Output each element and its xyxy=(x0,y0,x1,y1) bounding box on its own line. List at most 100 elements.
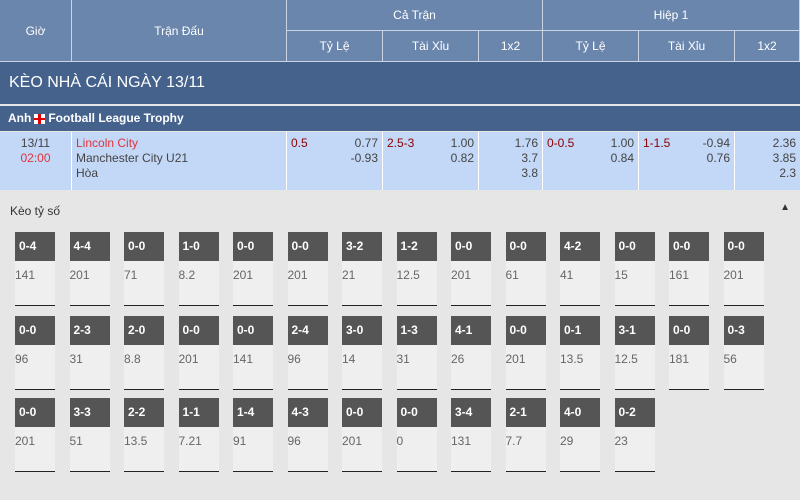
correct-score-label: Kèo tỷ số xyxy=(10,204,61,218)
score-label: 0-0 xyxy=(614,232,655,261)
header-h1-tai-xiu: Tài Xỉu xyxy=(639,31,735,62)
score-label: 0-2 xyxy=(614,398,655,427)
score-label: 3-2 xyxy=(342,232,382,261)
score-cell[interactable]: 0-0 201 xyxy=(15,398,55,472)
score-odds: 201 xyxy=(505,352,526,366)
ft-handicap[interactable]: 0.5 0.77 -0.93 xyxy=(287,132,383,190)
score-odds: 201 xyxy=(287,268,308,282)
score-cell[interactable]: 1-4 91 xyxy=(233,398,273,472)
h1-handicap[interactable]: 0-0.5 1.00 0.84 xyxy=(543,132,639,190)
score-cell[interactable]: 0-0 201 xyxy=(451,232,491,306)
away-team[interactable]: Manchester City U21 xyxy=(76,151,189,165)
score-odds: 201 xyxy=(15,434,36,448)
correct-score-header[interactable]: Kèo tỷ số ▲ xyxy=(0,192,800,230)
score-label: 0-0 xyxy=(669,316,709,345)
score-cell[interactable]: 4-4 201 xyxy=(69,232,110,306)
collapse-triangle-icon[interactable]: ▲ xyxy=(780,202,790,213)
score-cell[interactable]: 0-0 161 xyxy=(669,232,709,306)
ft-over-under[interactable]: 2.5-3 1.00 0.82 xyxy=(383,132,479,190)
score-odds: 23 xyxy=(614,434,628,448)
h1-over-odds[interactable]: -0.94 xyxy=(702,136,730,150)
h1-under-odds[interactable]: 0.76 xyxy=(706,151,730,165)
score-cell[interactable]: 3-2 21 xyxy=(342,232,382,306)
score-cell[interactable]: 0-0 141 xyxy=(233,316,273,390)
score-odds: 56 xyxy=(723,352,737,366)
score-cell[interactable]: 0-0 181 xyxy=(669,316,709,390)
ft-under-odds[interactable]: 0.82 xyxy=(450,151,474,165)
score-label: 3-4 xyxy=(451,398,491,427)
score-label: 0-0 xyxy=(287,232,328,261)
score-label: 1-1 xyxy=(178,398,219,427)
score-cell[interactable]: 0-0 15 xyxy=(614,232,655,306)
ft-1x2[interactable]: 1.76 3.7 3.8 xyxy=(479,132,543,190)
score-cell[interactable]: 4-1 26 xyxy=(451,316,491,390)
score-cell[interactable]: 0-4 141 xyxy=(15,232,55,306)
score-cell[interactable]: 4-0 29 xyxy=(560,398,600,472)
header-tran-dau: Trận Đấu xyxy=(72,0,287,62)
score-odds: 12.5 xyxy=(614,352,638,366)
h1-1x2[interactable]: 2.36 3.85 2.3 xyxy=(735,132,800,190)
score-cell[interactable]: 0-2 23 xyxy=(614,398,655,472)
score-cell[interactable]: 0-0 71 xyxy=(124,232,164,306)
score-odds: 26 xyxy=(451,352,465,366)
score-odds: 201 xyxy=(451,268,472,282)
score-cell[interactable]: 0-1 13.5 xyxy=(560,316,600,390)
score-cell[interactable]: 1-3 31 xyxy=(396,316,437,390)
score-cell[interactable]: 0-0 201 xyxy=(233,232,273,306)
score-cell[interactable]: 0-0 201 xyxy=(342,398,382,472)
score-cell[interactable]: 3-1 12.5 xyxy=(614,316,655,390)
h1-hdp-line: 0-0.5 xyxy=(547,136,575,150)
h1-home-win-odds[interactable]: 2.36 xyxy=(772,136,796,150)
h1-over-under[interactable]: 1-1.5 -0.94 0.76 xyxy=(639,132,735,190)
h1-hdp-home-odds[interactable]: 1.00 xyxy=(610,136,634,150)
match-teams[interactable]: Lincoln City Manchester City U21 Hòa xyxy=(72,132,287,190)
ft-draw-odds[interactable]: 3.8 xyxy=(521,166,538,180)
score-cell[interactable]: 2-1 7.7 xyxy=(505,398,546,472)
h1-draw-odds[interactable]: 2.3 xyxy=(779,166,796,180)
score-cell[interactable]: 0-0 61 xyxy=(505,232,546,306)
score-odds: 131 xyxy=(451,434,472,448)
home-team[interactable]: Lincoln City xyxy=(76,136,139,150)
score-label: 0-4 xyxy=(15,232,55,261)
score-odds: 61 xyxy=(505,268,519,282)
score-cell[interactable]: 0-3 56 xyxy=(723,316,764,390)
ft-hdp-home-odds[interactable]: 0.77 xyxy=(354,136,378,150)
score-cell[interactable]: 1-1 7.21 xyxy=(178,398,219,472)
ft-home-win-odds[interactable]: 1.76 xyxy=(514,136,538,150)
score-cell[interactable]: 3-3 51 xyxy=(69,398,110,472)
ft-hdp-away-odds[interactable]: -0.93 xyxy=(350,151,378,165)
score-odds: 7.7 xyxy=(505,434,523,448)
score-cell[interactable]: 0-0 201 xyxy=(287,232,328,306)
score-cell[interactable]: 0-0 0 xyxy=(396,398,437,472)
score-odds: 96 xyxy=(287,434,301,448)
score-cell[interactable]: 2-0 8.8 xyxy=(124,316,164,390)
score-cell[interactable]: 4-3 96 xyxy=(287,398,328,472)
score-label: 2-3 xyxy=(69,316,110,345)
score-odds: 161 xyxy=(669,268,690,282)
header-ft-tai-xiu: Tài Xỉu xyxy=(383,31,479,62)
score-cell[interactable]: 1-2 12.5 xyxy=(396,232,437,306)
h1-hdp-away-odds[interactable]: 0.84 xyxy=(610,151,634,165)
score-cell[interactable]: 0-0 96 xyxy=(15,316,55,390)
score-odds: 8.2 xyxy=(178,268,196,282)
score-cell[interactable]: 0-0 201 xyxy=(723,232,764,306)
score-cell[interactable]: 1-0 8.2 xyxy=(178,232,219,306)
score-cell[interactable]: 2-3 31 xyxy=(69,316,110,390)
score-label: 0-0 xyxy=(396,398,437,427)
score-cell[interactable]: 3-0 14 xyxy=(342,316,382,390)
score-cell[interactable]: 2-4 96 xyxy=(287,316,328,390)
score-odds: 0 xyxy=(396,434,404,448)
score-label: 1-4 xyxy=(233,398,273,427)
ft-over-odds[interactable]: 1.00 xyxy=(450,136,474,150)
score-label: 1-3 xyxy=(396,316,437,345)
league-row[interactable]: Anh Football League Trophy xyxy=(0,106,800,131)
score-cell[interactable]: 4-2 41 xyxy=(560,232,600,306)
ft-away-win-odds[interactable]: 3.7 xyxy=(521,151,538,165)
page-title: KÈO NHÀ CÁI NGÀY 13/11 xyxy=(0,62,800,104)
score-label: 3-1 xyxy=(614,316,655,345)
score-cell[interactable]: 0-0 201 xyxy=(505,316,546,390)
score-cell[interactable]: 3-4 131 xyxy=(451,398,491,472)
score-cell[interactable]: 0-0 201 xyxy=(178,316,219,390)
score-cell[interactable]: 2-2 13.5 xyxy=(124,398,164,472)
h1-away-win-odds[interactable]: 3.85 xyxy=(772,151,796,165)
